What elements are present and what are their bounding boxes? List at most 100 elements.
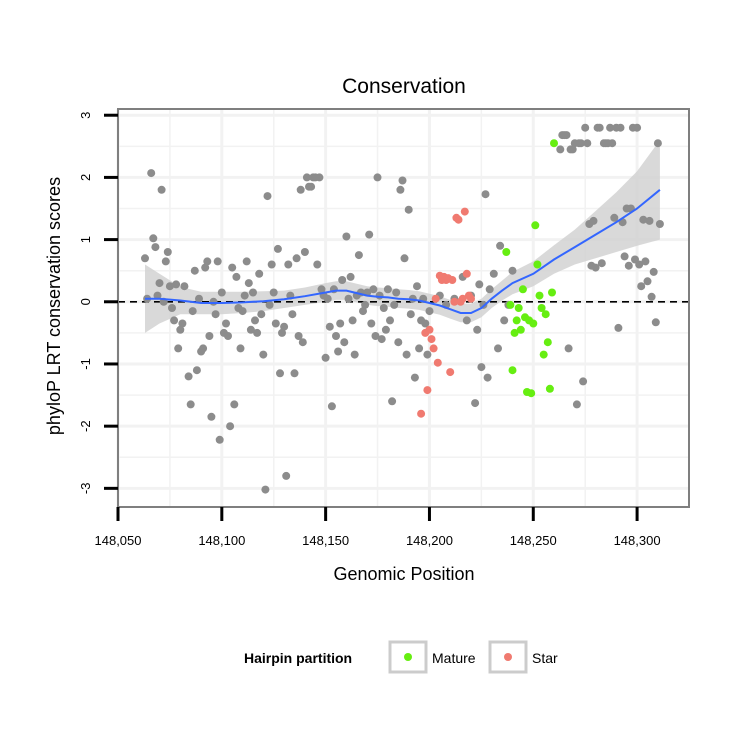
data-point-other [168,304,176,312]
data-point-other [307,182,316,191]
data-point-other [610,213,619,222]
data-point-other [608,139,617,148]
data-point-other [361,300,370,309]
data-point-mature [533,260,542,269]
data-point-other [462,316,471,325]
data-point-other [633,123,642,132]
y-tick-label: -1 [78,358,93,370]
data-point-other [253,328,262,337]
data-point-other [425,307,434,316]
data-point-other [643,277,652,286]
data-point-mature [518,285,527,294]
data-point-other [238,307,247,316]
data-point-other [388,397,397,406]
data-point-other [257,310,266,319]
data-point-other [471,399,480,408]
data-point-other [332,332,340,340]
data-point-other [483,373,492,382]
data-point-mature [514,304,523,312]
data-point-other [317,285,326,294]
data-point-star [454,215,463,224]
data-point-other [217,288,226,297]
data-point-mature [527,389,536,398]
data-point-star [448,276,457,284]
data-point-other [369,285,378,294]
data-point-other [269,288,278,297]
data-point-other [188,307,197,316]
data-point-other [390,300,399,309]
data-point-other [375,291,384,300]
legend-key-star-dot [504,653,512,661]
data-point-mature [539,350,548,359]
data-point-other [620,252,629,261]
data-point-other [383,285,392,294]
data-point-other [568,145,577,154]
data-point-other [149,234,158,243]
data-point-other [300,248,309,256]
data-point-other [392,288,401,297]
y-tick-label: -2 [78,420,93,432]
data-point-other [251,316,259,325]
data-point-mature [510,328,519,337]
y-tick-label: 0 [78,298,93,305]
data-point-other [313,260,322,269]
x-tick-label: 148,150 [302,533,349,548]
data-point-other [259,350,268,359]
y-tick-label: 2 [78,174,93,181]
data-point-other [473,325,482,334]
data-point-mature [531,221,540,230]
data-point-other [641,257,650,266]
data-point-star [450,297,459,306]
data-point-star [425,325,434,334]
data-point-other [261,485,270,494]
data-point-other [209,297,218,306]
data-point-other [624,261,633,270]
x-tick-label: 148,050 [95,533,142,548]
data-point-other [635,260,644,269]
data-point-other [242,257,251,266]
x-tick-label: 148,250 [510,533,557,548]
data-point-other [496,241,505,250]
data-point-other [423,350,432,359]
data-point-other [396,185,405,194]
data-point-other [215,435,224,444]
data-point-other [404,205,413,214]
data-point-mature [506,300,515,309]
data-point-other [475,280,484,289]
data-point-other [170,316,179,325]
legend-title: Hairpin partition [244,650,352,666]
data-point-other [203,257,212,266]
y-axis-title: phyloP LRT conservation scores [44,177,64,435]
data-point-other [381,325,390,334]
data-point-star [446,368,455,377]
data-point-other [367,319,376,328]
x-tick-label: 148,100 [198,533,245,548]
axes: 148,050 148,100 148,150 148,200 148,250 148,3… [78,112,661,548]
data-point-other [263,192,272,201]
chart-title: Conservation [342,75,466,98]
legend-label-mature: Mature [432,650,476,666]
data-point-other [379,304,388,312]
data-point-other [583,139,592,148]
data-point-other [199,344,208,353]
data-point-other [294,332,303,340]
data-point-other [637,282,646,291]
data-point-other [232,272,241,281]
data-point-other [572,400,581,409]
data-point-other [174,344,183,353]
data-point-other [346,272,355,281]
data-point-other [192,366,201,375]
data-point-other [178,319,187,328]
data-point-other [595,123,604,132]
data-point-other [494,344,502,353]
data-point-star [467,294,475,303]
data-point-other [151,243,160,252]
data-point-other [249,288,257,297]
x-tick-label: 148,300 [614,533,661,548]
data-point-other [228,263,237,272]
data-point-other [591,263,600,272]
x-tick-label: 148,200 [406,533,453,548]
data-point-mature [545,384,554,393]
data-point-other [255,269,264,278]
